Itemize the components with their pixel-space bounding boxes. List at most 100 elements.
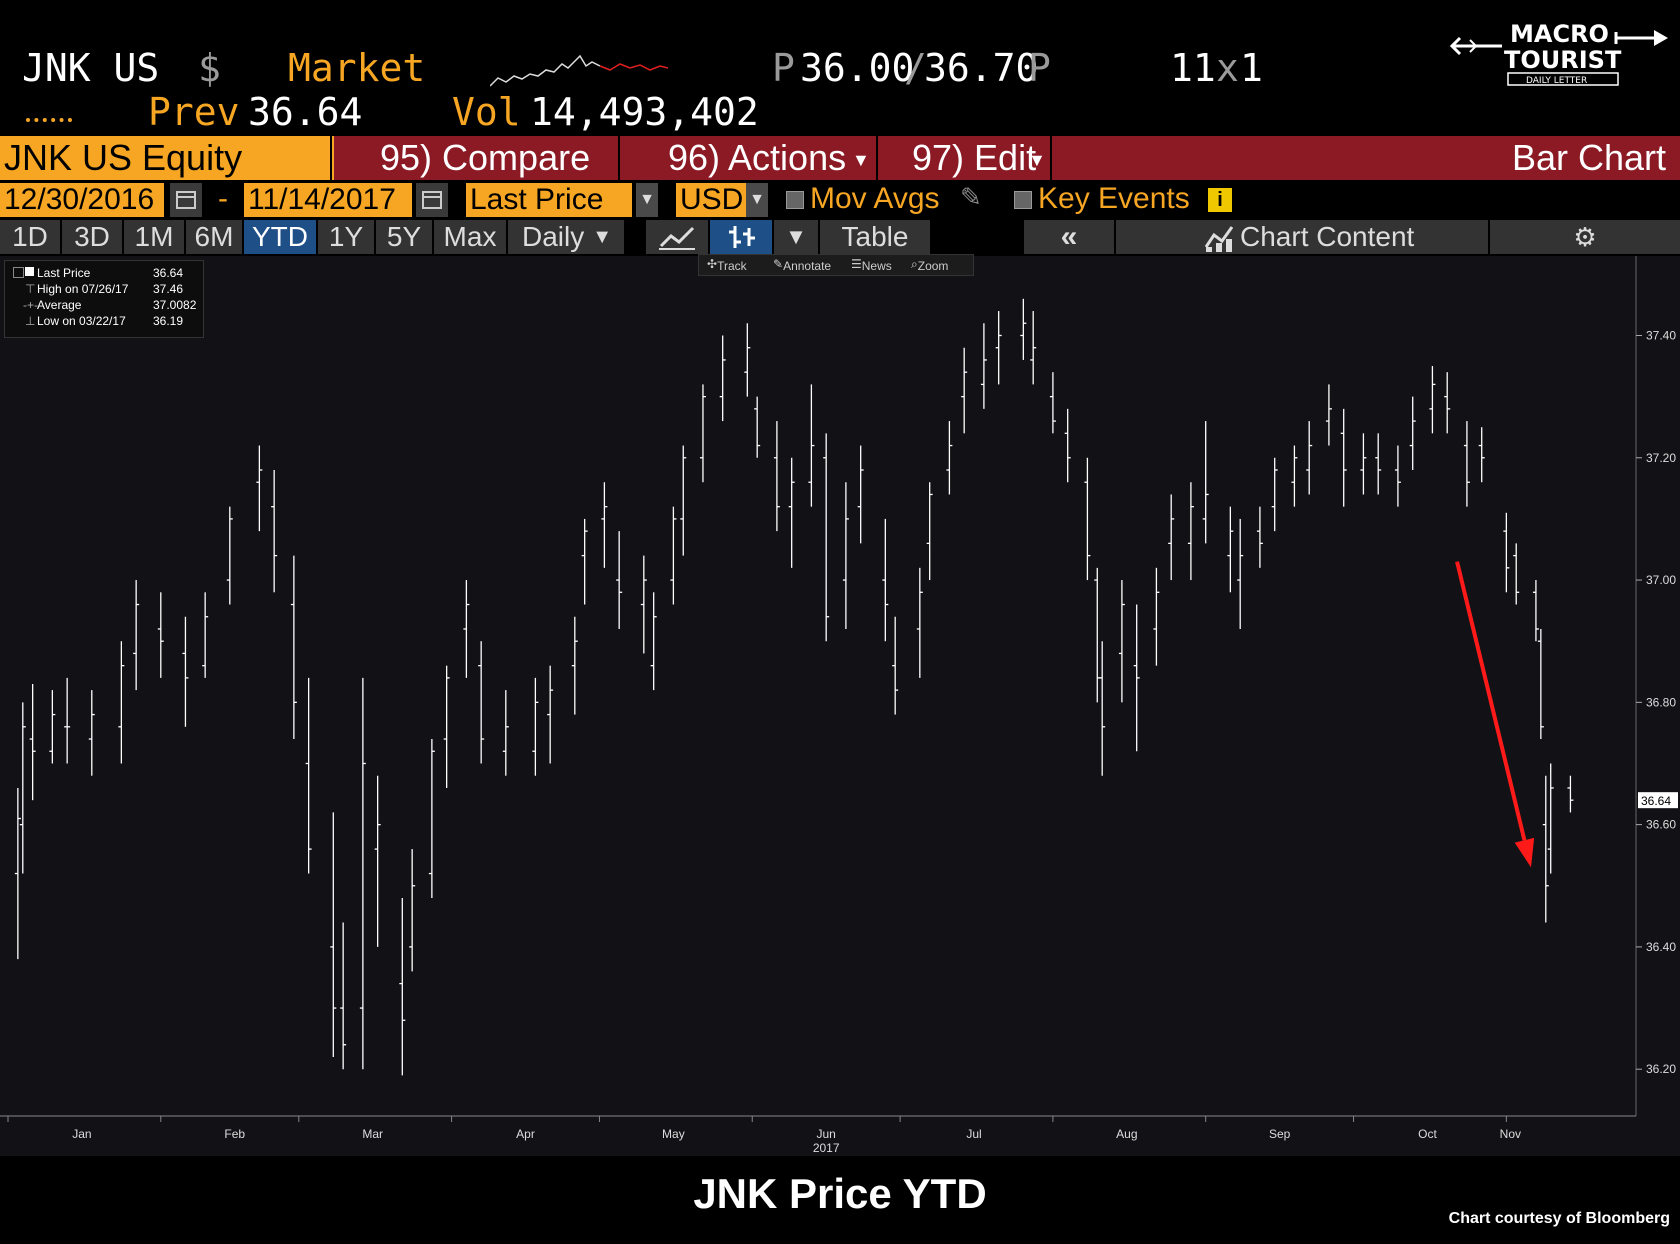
tab-5y[interactable]: 5Y — [376, 220, 432, 254]
prev-value: 36.64 — [248, 90, 363, 134]
currency-select[interactable]: USD — [676, 183, 746, 217]
end-date-input[interactable]: 11/14/2017 — [244, 183, 412, 217]
period-label: Daily — [522, 221, 585, 252]
zoom-tool[interactable]: ⌕ Zoom — [911, 257, 949, 273]
vol-label: Vol — [452, 90, 521, 134]
tab-1m[interactable]: 1M — [124, 220, 184, 254]
start-date-input[interactable]: 12/30/2016 — [0, 183, 164, 217]
y-tick-label: 36.40 — [1646, 940, 1676, 954]
calendar-icon[interactable] — [416, 183, 448, 217]
x-tick-label: Jun — [816, 1127, 835, 1141]
x-tick-label: Jul — [966, 1127, 981, 1141]
pencil-icon[interactable]: ✎ — [960, 182, 982, 212]
legend-row-average: -+- Average 37.0082 — [23, 298, 197, 312]
bid-size: 11 — [1170, 46, 1216, 90]
logo-line3: DAILY LETTER — [1526, 76, 1587, 86]
settings-bar: 12/30/2016 - 11/14/2017 Last Price ▼ USD… — [0, 180, 1680, 220]
vol-value: 14,493,402 — [530, 90, 759, 134]
edit-button[interactable]: 97) Edit — [912, 137, 1037, 178]
quote-header: JNK US $ Market P 36.00 / 36.70 P 11 x 1… — [0, 0, 1680, 136]
tab-ytd[interactable]: YTD — [244, 220, 316, 254]
ask-size: 1 — [1240, 46, 1263, 90]
line-chart-icon[interactable] — [646, 220, 708, 254]
calendar-icon[interactable] — [170, 183, 202, 217]
annotate-tool[interactable]: ✎ Annotate — [773, 257, 832, 273]
legend-row-last-price: Last Price 36.64 — [5, 266, 203, 281]
mov-avgs-checkbox[interactable] — [786, 191, 804, 209]
bid-ask-prefix: P — [772, 46, 795, 90]
chart-style-chevron-down-icon[interactable]: ▼ — [774, 220, 818, 254]
tab-6m[interactable]: 6M — [186, 220, 242, 254]
news-tool[interactable]: ☰ News — [851, 257, 892, 273]
chart-area[interactable]: 36.20 36.40 36.60 36.80 37.00 37.20 37.40 Jan Fe… — [0, 256, 1680, 1156]
info-icon[interactable]: i — [1208, 188, 1232, 212]
edit-chevron-down-icon: ▼ — [1028, 150, 1046, 170]
key-events-label: Key Events — [1038, 182, 1190, 215]
price-bar-chart[interactable]: 36.20 36.40 36.60 36.80 37.00 37.20 37.40 Jan Fe… — [0, 256, 1680, 1156]
market-label: Market — [288, 46, 426, 90]
tab-1d[interactable]: 1D — [0, 220, 60, 254]
period-select[interactable]: Daily ▼ — [508, 220, 624, 254]
legend-row-high: ⊤ High on 07/26/17 37.46 — [25, 282, 184, 296]
security-field[interactable]: JNK US Equity — [0, 136, 334, 180]
x-tick-label: Oct — [1418, 1127, 1437, 1141]
chart-title: JNK Price YTD — [693, 1170, 987, 1217]
chart-content-button[interactable]: Chart Content — [1116, 220, 1488, 254]
period-chevron-down-icon: ▼ — [592, 226, 612, 248]
y-tick-label: 37.00 — [1646, 573, 1676, 587]
key-events-checkbox[interactable] — [1014, 191, 1032, 209]
field-select[interactable]: Last Price — [466, 183, 632, 217]
table-button[interactable]: Table — [820, 220, 930, 254]
chart-content-label: Chart Content — [1240, 221, 1415, 252]
size-x: x — [1216, 46, 1239, 90]
chart-credit: Chart courtesy of Bloomberg — [1448, 1210, 1670, 1227]
collapse-double-chevron-icon[interactable]: « — [1024, 220, 1114, 254]
currency-symbol: $ — [198, 46, 221, 90]
mov-avgs-label: Mov Avgs — [810, 182, 940, 215]
y-tick-label: 36.80 — [1646, 695, 1676, 709]
x-year-label: 2017 — [813, 1141, 840, 1155]
logo-line1: MACRO — [1510, 20, 1609, 48]
bar-chart-icon[interactable] — [710, 220, 772, 254]
sparkline-icon — [490, 54, 669, 87]
actions-button[interactable]: 96) Actions — [668, 137, 847, 178]
x-tick-label: Jan — [72, 1127, 91, 1141]
actions-chevron-down-icon: ▼ — [852, 150, 870, 170]
track-tool[interactable]: ✣ Track — [707, 257, 747, 273]
last-price-tag — [1638, 792, 1678, 809]
red-arrow-annotation — [1455, 561, 1527, 841]
last-price-tag-label: 36.64 — [1641, 794, 1671, 808]
x-tick-label: Apr — [516, 1127, 535, 1141]
period-tabs: 1D 3D 1M 6M YTD 1Y 5Y Max Daily ▼ ▼ Tabl… — [0, 220, 1680, 256]
status-dots-icon — [26, 118, 72, 128]
x-tick-label: Mar — [362, 1127, 383, 1141]
x-tick-label: May — [662, 1127, 685, 1141]
macro-tourist-logo: MACRO TOURIST DAILY LETTER — [1449, 10, 1672, 88]
gear-icon[interactable]: ⚙ — [1490, 220, 1680, 254]
date-range-dash: - — [218, 182, 228, 215]
y-tick-label: 37.20 — [1646, 451, 1676, 465]
x-tick-label: Nov — [1500, 1127, 1521, 1141]
function-bar: JNK US Equity 95) Compare 96) Actions ▼ … — [0, 136, 1680, 180]
currency-chevron-down-icon[interactable]: ▼ — [746, 183, 768, 217]
red-arrow-head — [1514, 837, 1535, 868]
compare-button[interactable]: 95) Compare — [380, 137, 591, 178]
bid-ask-suffix: P — [1028, 46, 1051, 90]
tab-1y[interactable]: 1Y — [318, 220, 374, 254]
y-tick-label: 36.20 — [1646, 1062, 1676, 1076]
logo-line2: TOURIST — [1504, 46, 1622, 74]
legend-row-low: ⊥ Low on 03/22/17 36.19 — [25, 314, 184, 328]
field-chevron-down-icon[interactable]: ▼ — [636, 183, 658, 217]
chart-content-icon — [1204, 220, 1234, 261]
ask-price: 36.70 — [924, 46, 1039, 90]
ticker: JNK US — [22, 46, 160, 90]
x-tick-label: Sep — [1269, 1127, 1291, 1141]
tab-max[interactable]: Max — [434, 220, 506, 254]
y-tick-label: 36.60 — [1646, 818, 1676, 832]
chart-legend: Last Price 36.64 ⊤ High on 07/26/17 37.46 … — [4, 260, 204, 338]
bid-price: 36.00 — [800, 46, 915, 90]
x-tick-label: Aug — [1116, 1127, 1137, 1141]
tab-3d[interactable]: 3D — [62, 220, 122, 254]
x-tick-label: Feb — [224, 1127, 245, 1141]
chart-type-title: Bar Chart — [1511, 137, 1666, 178]
